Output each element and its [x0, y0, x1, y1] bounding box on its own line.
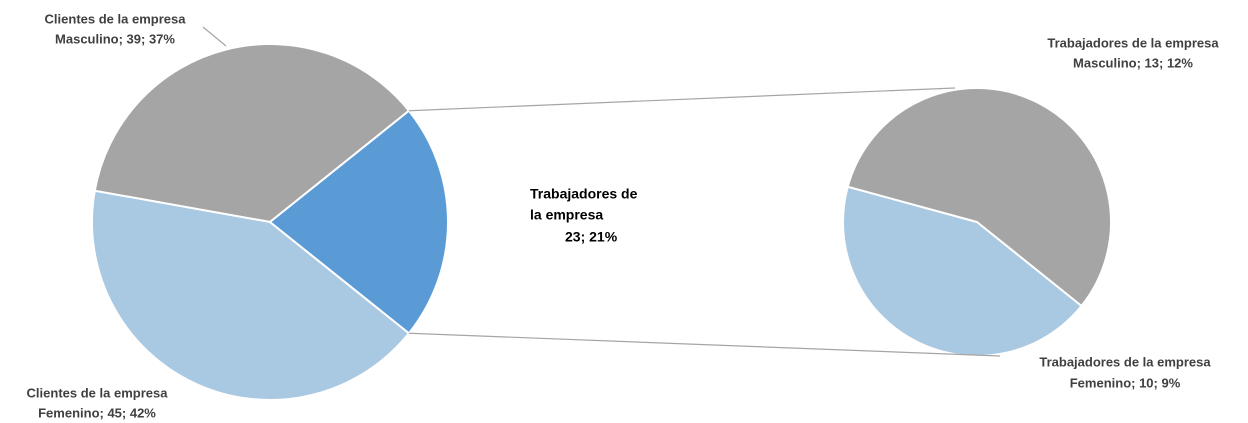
data-label: Trabajadores de [530, 186, 638, 202]
pie-slice [268, 109, 449, 335]
pie-slice [93, 43, 411, 224]
data-label: Femenino; 45; 42% [38, 405, 156, 420]
data-label: Masculino; 13; 12% [1073, 55, 1193, 70]
leader-line [202, 26, 227, 47]
data-label: 23; 21% [565, 229, 618, 245]
data-label: Clientes de la empresa [27, 385, 169, 400]
connector-line [408, 87, 956, 112]
data-label: Femenino; 10; 9% [1070, 375, 1181, 390]
connector-line [408, 332, 1001, 357]
pie-slice [91, 189, 411, 401]
pie-slice [846, 87, 1112, 308]
data-label: la empresa [530, 207, 603, 223]
data-label: Masculino; 39; 37% [55, 31, 175, 46]
data-label: Clientes de la empresa [45, 11, 187, 26]
data-label: Trabajadores de la empresa [1039, 354, 1211, 369]
pie-slice [842, 185, 1083, 357]
data-label: Trabajadores de la empresa [1047, 35, 1219, 50]
